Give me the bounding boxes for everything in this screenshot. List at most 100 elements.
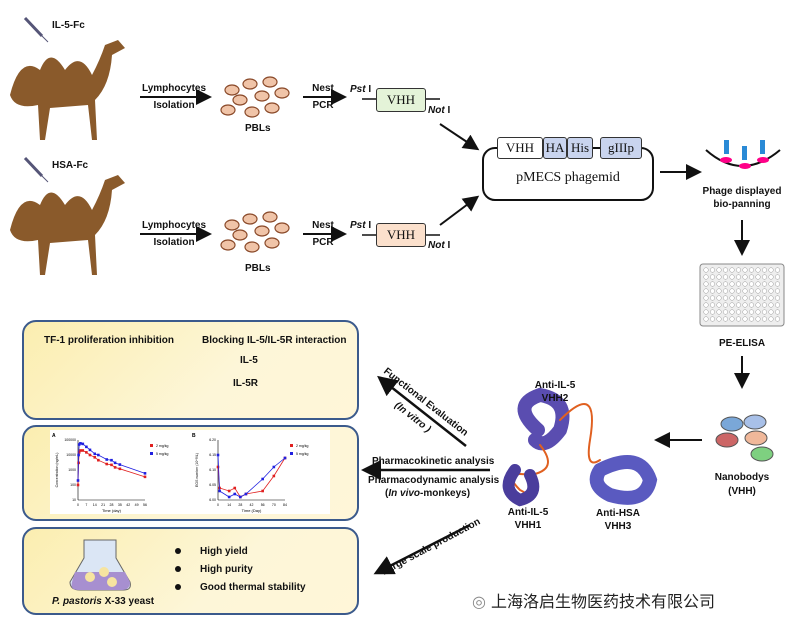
legend-label: 5 mg/kg [156, 452, 169, 456]
well [729, 316, 735, 322]
well [709, 316, 716, 322]
well [768, 316, 774, 322]
blocking-title: Blocking IL-5/IL-5R interaction [202, 335, 347, 346]
vhh1-label: VHH1 [514, 520, 542, 531]
data-point [81, 449, 85, 452]
x-tick-label: 28 [238, 503, 242, 507]
well [722, 316, 729, 322]
pbls-label: PBLs [245, 263, 271, 274]
charts-area: A 0 7 14 21 28 35 42 49 56 10 100 1000 10000 100000 Tim… [50, 430, 330, 514]
well [716, 267, 722, 273]
data-point [81, 442, 85, 446]
x-tick-label: 0 [77, 503, 79, 507]
data-point [118, 463, 122, 466]
well [735, 288, 742, 294]
well [735, 281, 742, 287]
vhh-insert-box: VHH [376, 223, 426, 247]
well [716, 274, 722, 280]
legend-marker [150, 452, 153, 455]
vhh-insert-box: VHH [376, 88, 426, 112]
data-point [143, 475, 147, 479]
y-axis-label: Concentration (ng/mL) [55, 453, 59, 488]
well [729, 302, 735, 308]
panel-letter: B [192, 433, 196, 439]
phagemid-ha-segment: HA [543, 137, 567, 159]
data-point [283, 456, 287, 460]
data-point [227, 489, 231, 493]
x-axis-label: Time (day) [102, 508, 122, 513]
data-point [118, 467, 122, 471]
well [755, 288, 761, 294]
y-axis-label: EOS number (10^9/L) [195, 453, 199, 487]
y-tick-label: 10000 [66, 453, 76, 457]
nanobody-structure-image [502, 387, 658, 507]
bullet-item: High purity [200, 564, 253, 575]
pbls-label: PBLs [245, 123, 271, 134]
x-tick-label: 28 [110, 503, 114, 507]
data-point [97, 453, 100, 457]
well [774, 274, 781, 280]
y-tick-label: 6.00 [209, 498, 216, 502]
elisa-plate-icon [699, 263, 785, 327]
phagemid-giiip-segment: gIIIp [600, 137, 642, 159]
data-point [76, 479, 80, 482]
well [748, 309, 755, 315]
data-point [85, 451, 88, 454]
phage-panning-icon [705, 140, 781, 169]
bullet-item: Good thermal stability [200, 582, 306, 593]
legend-marker [150, 444, 153, 447]
data-point [105, 462, 109, 466]
x-tick-label: 42 [250, 503, 254, 507]
well [768, 267, 774, 273]
well [703, 288, 709, 294]
well [722, 288, 729, 294]
chart-a: A 0 7 14 21 28 35 42 49 56 10 100 1000 10000 100000 Tim… [52, 433, 169, 513]
well [774, 288, 781, 294]
well [703, 281, 709, 287]
data-point [216, 465, 220, 469]
well [716, 288, 722, 294]
well [703, 309, 709, 315]
data-point [93, 452, 97, 456]
vhh2-label: VHH2 [541, 393, 569, 404]
well [703, 295, 709, 301]
panning-label: Phage displayed [702, 186, 782, 197]
well [709, 267, 716, 273]
well [755, 274, 761, 280]
well [722, 274, 729, 280]
well [709, 309, 716, 315]
well [761, 281, 768, 287]
well [768, 274, 774, 280]
data-point [88, 453, 92, 457]
data-point [261, 489, 264, 493]
step-label: PCR [312, 237, 334, 248]
well [761, 316, 768, 322]
il5-label: IL-5 [240, 355, 258, 366]
well [729, 309, 735, 315]
well [709, 295, 716, 301]
well [748, 281, 755, 287]
watermark: ◎ 上海洛启生物医药技术有限公司 [472, 592, 716, 611]
data-point [97, 458, 100, 462]
well [742, 274, 748, 280]
well [774, 316, 781, 322]
data-point [143, 472, 147, 475]
well [735, 309, 742, 315]
well [768, 288, 774, 294]
legend-marker [290, 444, 293, 447]
well [774, 309, 781, 315]
step-label: Nest [312, 83, 334, 94]
data-point [110, 458, 113, 462]
elisa-label: PE-ELISA [718, 338, 766, 349]
legend-label: 5 mg/kg [296, 452, 309, 456]
y-tick-label: 6.05 [209, 483, 216, 487]
well [703, 302, 709, 308]
data-point [93, 456, 97, 459]
pd-label: Pharmacodynamic analysis [368, 475, 500, 486]
well [761, 274, 768, 280]
phagemid-his-segment: His [567, 137, 593, 159]
well [768, 295, 774, 301]
data-point [105, 458, 109, 461]
x-tick-label: 56 [143, 503, 147, 507]
well [755, 281, 761, 287]
